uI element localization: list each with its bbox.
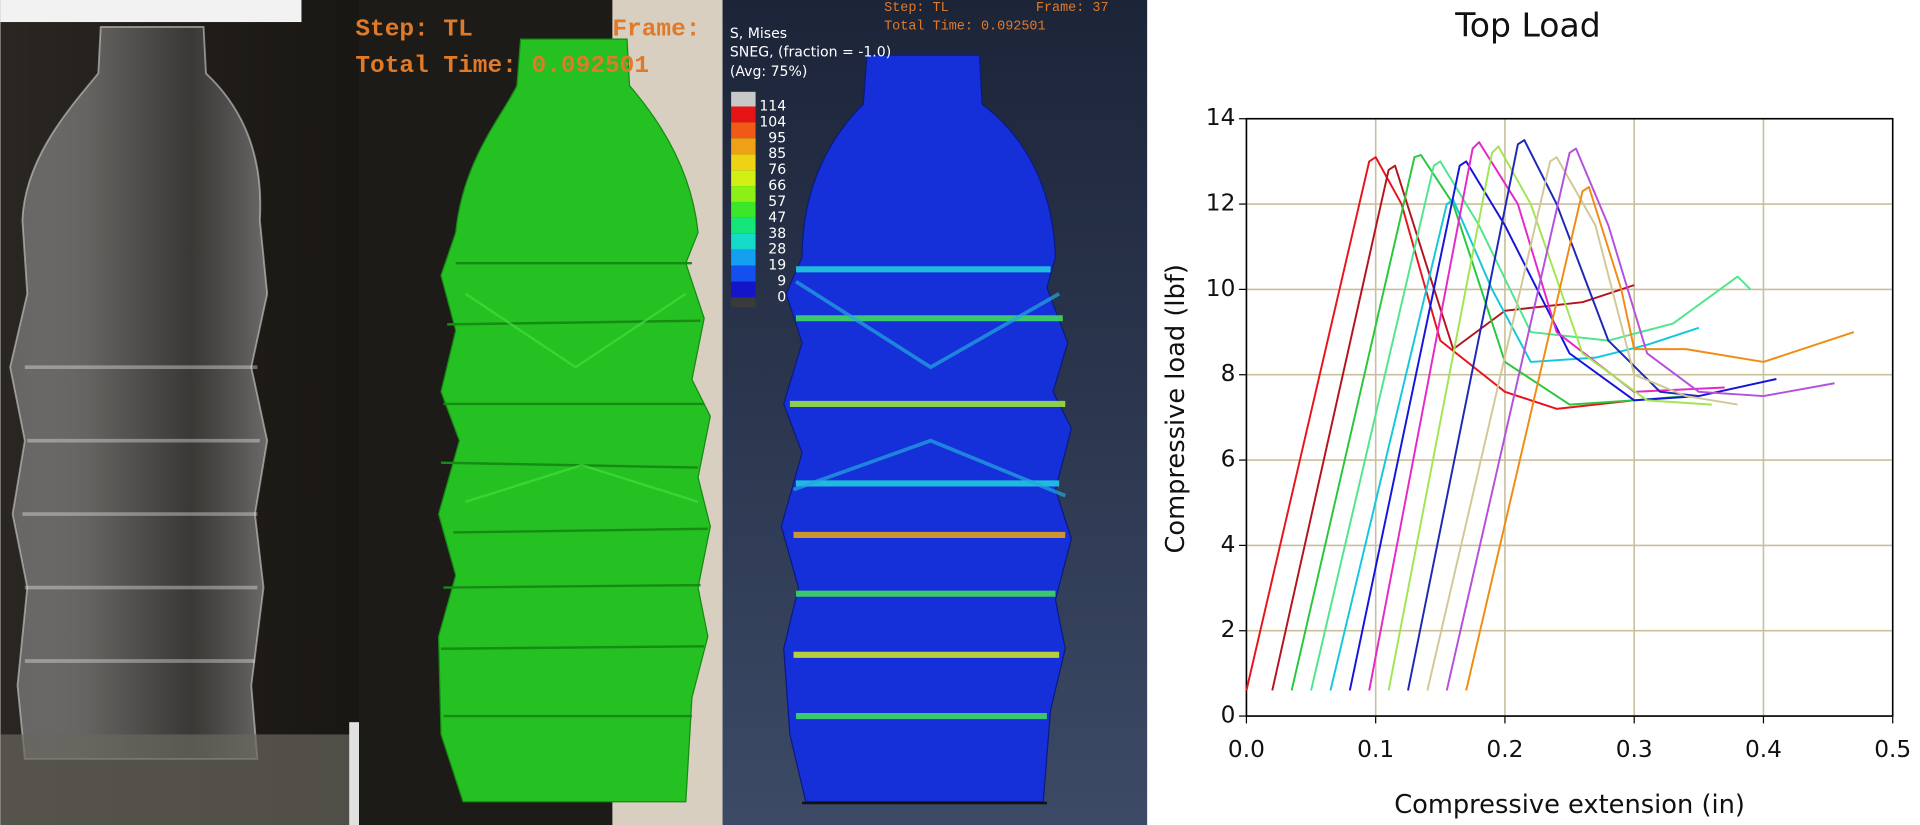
- y-tick-label: 10: [1206, 275, 1236, 302]
- y-tick-label: 2: [1221, 616, 1236, 643]
- sim-step: Step: TL: [884, 1, 949, 16]
- scale-label: 114: [759, 98, 786, 114]
- series-line: [1445, 147, 1835, 691]
- scale-label: 85: [768, 146, 786, 162]
- overlay-frame: Frame:: [612, 16, 700, 43]
- scale-label: 28: [768, 242, 786, 258]
- x-tick-label: 0.2: [1486, 736, 1523, 763]
- series-line: [1310, 160, 1752, 691]
- y-tick-label: 12: [1206, 190, 1236, 217]
- x-tick-label: 0.4: [1745, 736, 1782, 763]
- y-tick-label: 8: [1221, 360, 1236, 387]
- x-axis-label: Compressive extension (in): [1394, 790, 1745, 820]
- stress-model-panel: [722, 0, 1148, 825]
- y-tick-label: 6: [1221, 446, 1236, 473]
- x-tick-label: 0.5: [1874, 736, 1911, 763]
- color-scale: [731, 91, 756, 308]
- y-tick-label: 14: [1206, 104, 1236, 131]
- scale-label: 47: [768, 210, 786, 226]
- legend-title: S, Mises: [730, 26, 787, 42]
- plot-frame: [1245, 117, 1894, 717]
- scale-label: 9: [777, 274, 786, 290]
- scale-label: 0: [777, 289, 786, 305]
- series-line: [1271, 164, 1635, 691]
- overlay-step: Step: TL: [355, 16, 472, 43]
- scale-label: 66: [768, 178, 786, 194]
- series-line: [1387, 145, 1712, 691]
- scale-label: 104: [759, 114, 786, 130]
- chart: Top Load Compressive extension (in) Comp…: [1161, 5, 1911, 819]
- scale-label: 19: [768, 258, 786, 274]
- legend-title: (Avg: 75%): [730, 64, 807, 80]
- sim-total-time: Total Time: 0.092501: [884, 19, 1045, 34]
- sim-frame: Frame: 37: [1036, 1, 1109, 16]
- x-tick-label: 0.1: [1357, 736, 1394, 763]
- chart-background: [1147, 0, 1920, 825]
- deformed-model-panel: [358, 0, 723, 825]
- series-line: [1465, 186, 1855, 691]
- scale-label: 57: [768, 194, 786, 210]
- series-line: [1407, 139, 1699, 691]
- scale-label: 95: [768, 130, 786, 146]
- series-line: [1290, 154, 1686, 691]
- x-tick-label: 0.0: [1228, 736, 1265, 763]
- series-line: [1426, 156, 1738, 691]
- y-tick-label: 4: [1221, 531, 1236, 558]
- overlay-total-time: Total Time: 0.092501: [355, 53, 649, 80]
- scale-label: 76: [768, 162, 786, 178]
- x-tick-label: 0.3: [1616, 736, 1653, 763]
- y-axis-label: Compressive load (lbf): [1161, 264, 1191, 553]
- series-line: [1245, 156, 1635, 691]
- chart-title: Top Load: [1454, 5, 1600, 44]
- legend-title: SNEG, (fraction = -1.0): [730, 44, 891, 60]
- scale-label: 38: [768, 226, 786, 242]
- y-tick-label: 0: [1221, 702, 1236, 729]
